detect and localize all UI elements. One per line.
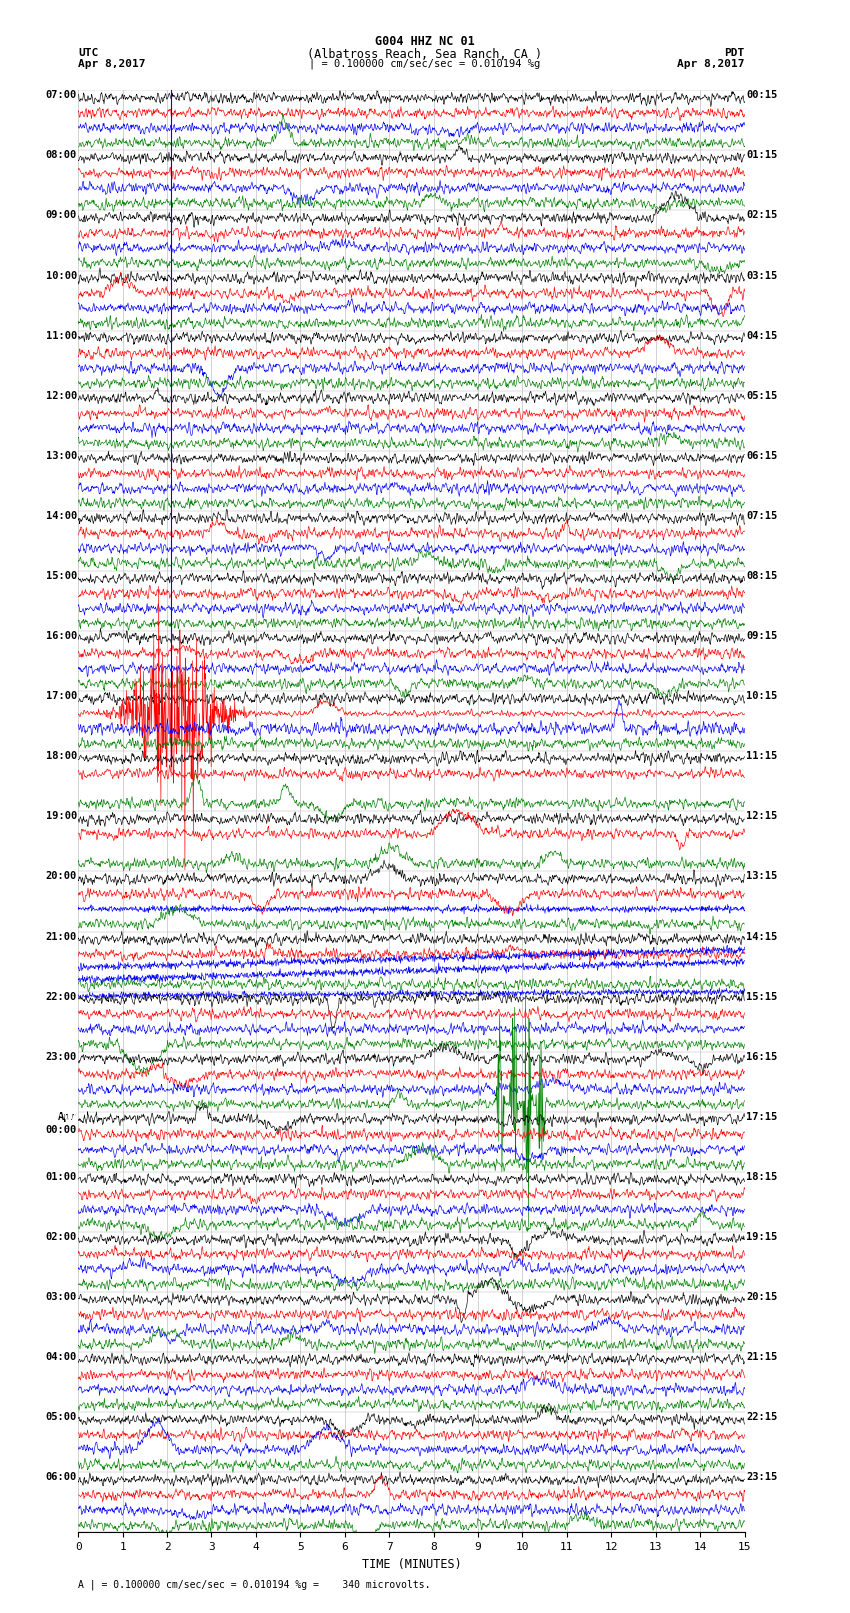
X-axis label: TIME (MINUTES): TIME (MINUTES) xyxy=(361,1558,462,1571)
Text: Apr 8,2017: Apr 8,2017 xyxy=(677,58,745,69)
Text: 12:00: 12:00 xyxy=(46,390,76,400)
Text: 16:15: 16:15 xyxy=(746,1052,777,1061)
Text: 01:00: 01:00 xyxy=(46,1171,76,1182)
Text: 05:00: 05:00 xyxy=(46,1413,76,1423)
Text: 17:15: 17:15 xyxy=(746,1111,777,1121)
Text: PDT: PDT xyxy=(724,48,745,58)
Text: 18:00: 18:00 xyxy=(46,752,76,761)
Text: 18:15: 18:15 xyxy=(746,1171,777,1182)
Text: 02:00: 02:00 xyxy=(46,1232,76,1242)
Text: 14:00: 14:00 xyxy=(46,511,76,521)
Text: 11:15: 11:15 xyxy=(746,752,777,761)
Text: 13:00: 13:00 xyxy=(46,450,76,461)
Text: Apr 8,2017: Apr 8,2017 xyxy=(78,58,145,69)
Text: | = 0.100000 cm/sec/sec = 0.010194 %g: | = 0.100000 cm/sec/sec = 0.010194 %g xyxy=(309,58,541,69)
Text: 01:15: 01:15 xyxy=(746,150,777,160)
Text: 03:15: 03:15 xyxy=(746,271,777,281)
Text: 19:00: 19:00 xyxy=(46,811,76,821)
Text: 03:00: 03:00 xyxy=(46,1292,76,1302)
Text: 22:15: 22:15 xyxy=(746,1413,777,1423)
Text: 13:15: 13:15 xyxy=(746,871,777,881)
Text: 02:15: 02:15 xyxy=(746,211,777,221)
Text: 15:15: 15:15 xyxy=(746,992,777,1002)
Text: 16:00: 16:00 xyxy=(46,631,76,640)
Text: 00:00: 00:00 xyxy=(46,1111,76,1121)
Text: A | = 0.100000 cm/sec/sec = 0.010194 %g =    340 microvolts.: A | = 0.100000 cm/sec/sec = 0.010194 %g … xyxy=(78,1579,431,1590)
Text: 00:00: 00:00 xyxy=(46,1126,76,1136)
Text: 04:15: 04:15 xyxy=(746,331,777,340)
Text: 08:00: 08:00 xyxy=(46,150,76,160)
Text: 00:15: 00:15 xyxy=(746,90,777,100)
Text: 21:15: 21:15 xyxy=(746,1352,777,1361)
Text: 12:15: 12:15 xyxy=(746,811,777,821)
Text: Apr: Apr xyxy=(58,1111,76,1121)
Text: 07:15: 07:15 xyxy=(746,511,777,521)
Text: 17:00: 17:00 xyxy=(46,692,76,702)
Text: 08:15: 08:15 xyxy=(746,571,777,581)
Text: 10:00: 10:00 xyxy=(46,271,76,281)
Text: 23:15: 23:15 xyxy=(746,1473,777,1482)
Text: 07:00: 07:00 xyxy=(46,90,76,100)
Text: 04:00: 04:00 xyxy=(46,1352,76,1361)
Text: 09:00: 09:00 xyxy=(46,211,76,221)
Text: 05:15: 05:15 xyxy=(746,390,777,400)
Text: 06:15: 06:15 xyxy=(746,450,777,461)
Text: 06:00: 06:00 xyxy=(46,1473,76,1482)
Text: 23:00: 23:00 xyxy=(46,1052,76,1061)
Text: 09:15: 09:15 xyxy=(746,631,777,640)
Text: 10:15: 10:15 xyxy=(746,692,777,702)
Text: 21:00: 21:00 xyxy=(46,932,76,942)
Text: 19:15: 19:15 xyxy=(746,1232,777,1242)
Text: 15:00: 15:00 xyxy=(46,571,76,581)
Text: 14:15: 14:15 xyxy=(746,932,777,942)
Text: UTC: UTC xyxy=(78,48,99,58)
Text: (Albatross Reach, Sea Ranch, CA ): (Albatross Reach, Sea Ranch, CA ) xyxy=(308,47,542,61)
Text: 22:00: 22:00 xyxy=(46,992,76,1002)
Text: 11:00: 11:00 xyxy=(46,331,76,340)
Text: 20:00: 20:00 xyxy=(46,871,76,881)
Text: 20:15: 20:15 xyxy=(746,1292,777,1302)
Text: G004 HHZ NC 01: G004 HHZ NC 01 xyxy=(375,35,475,48)
